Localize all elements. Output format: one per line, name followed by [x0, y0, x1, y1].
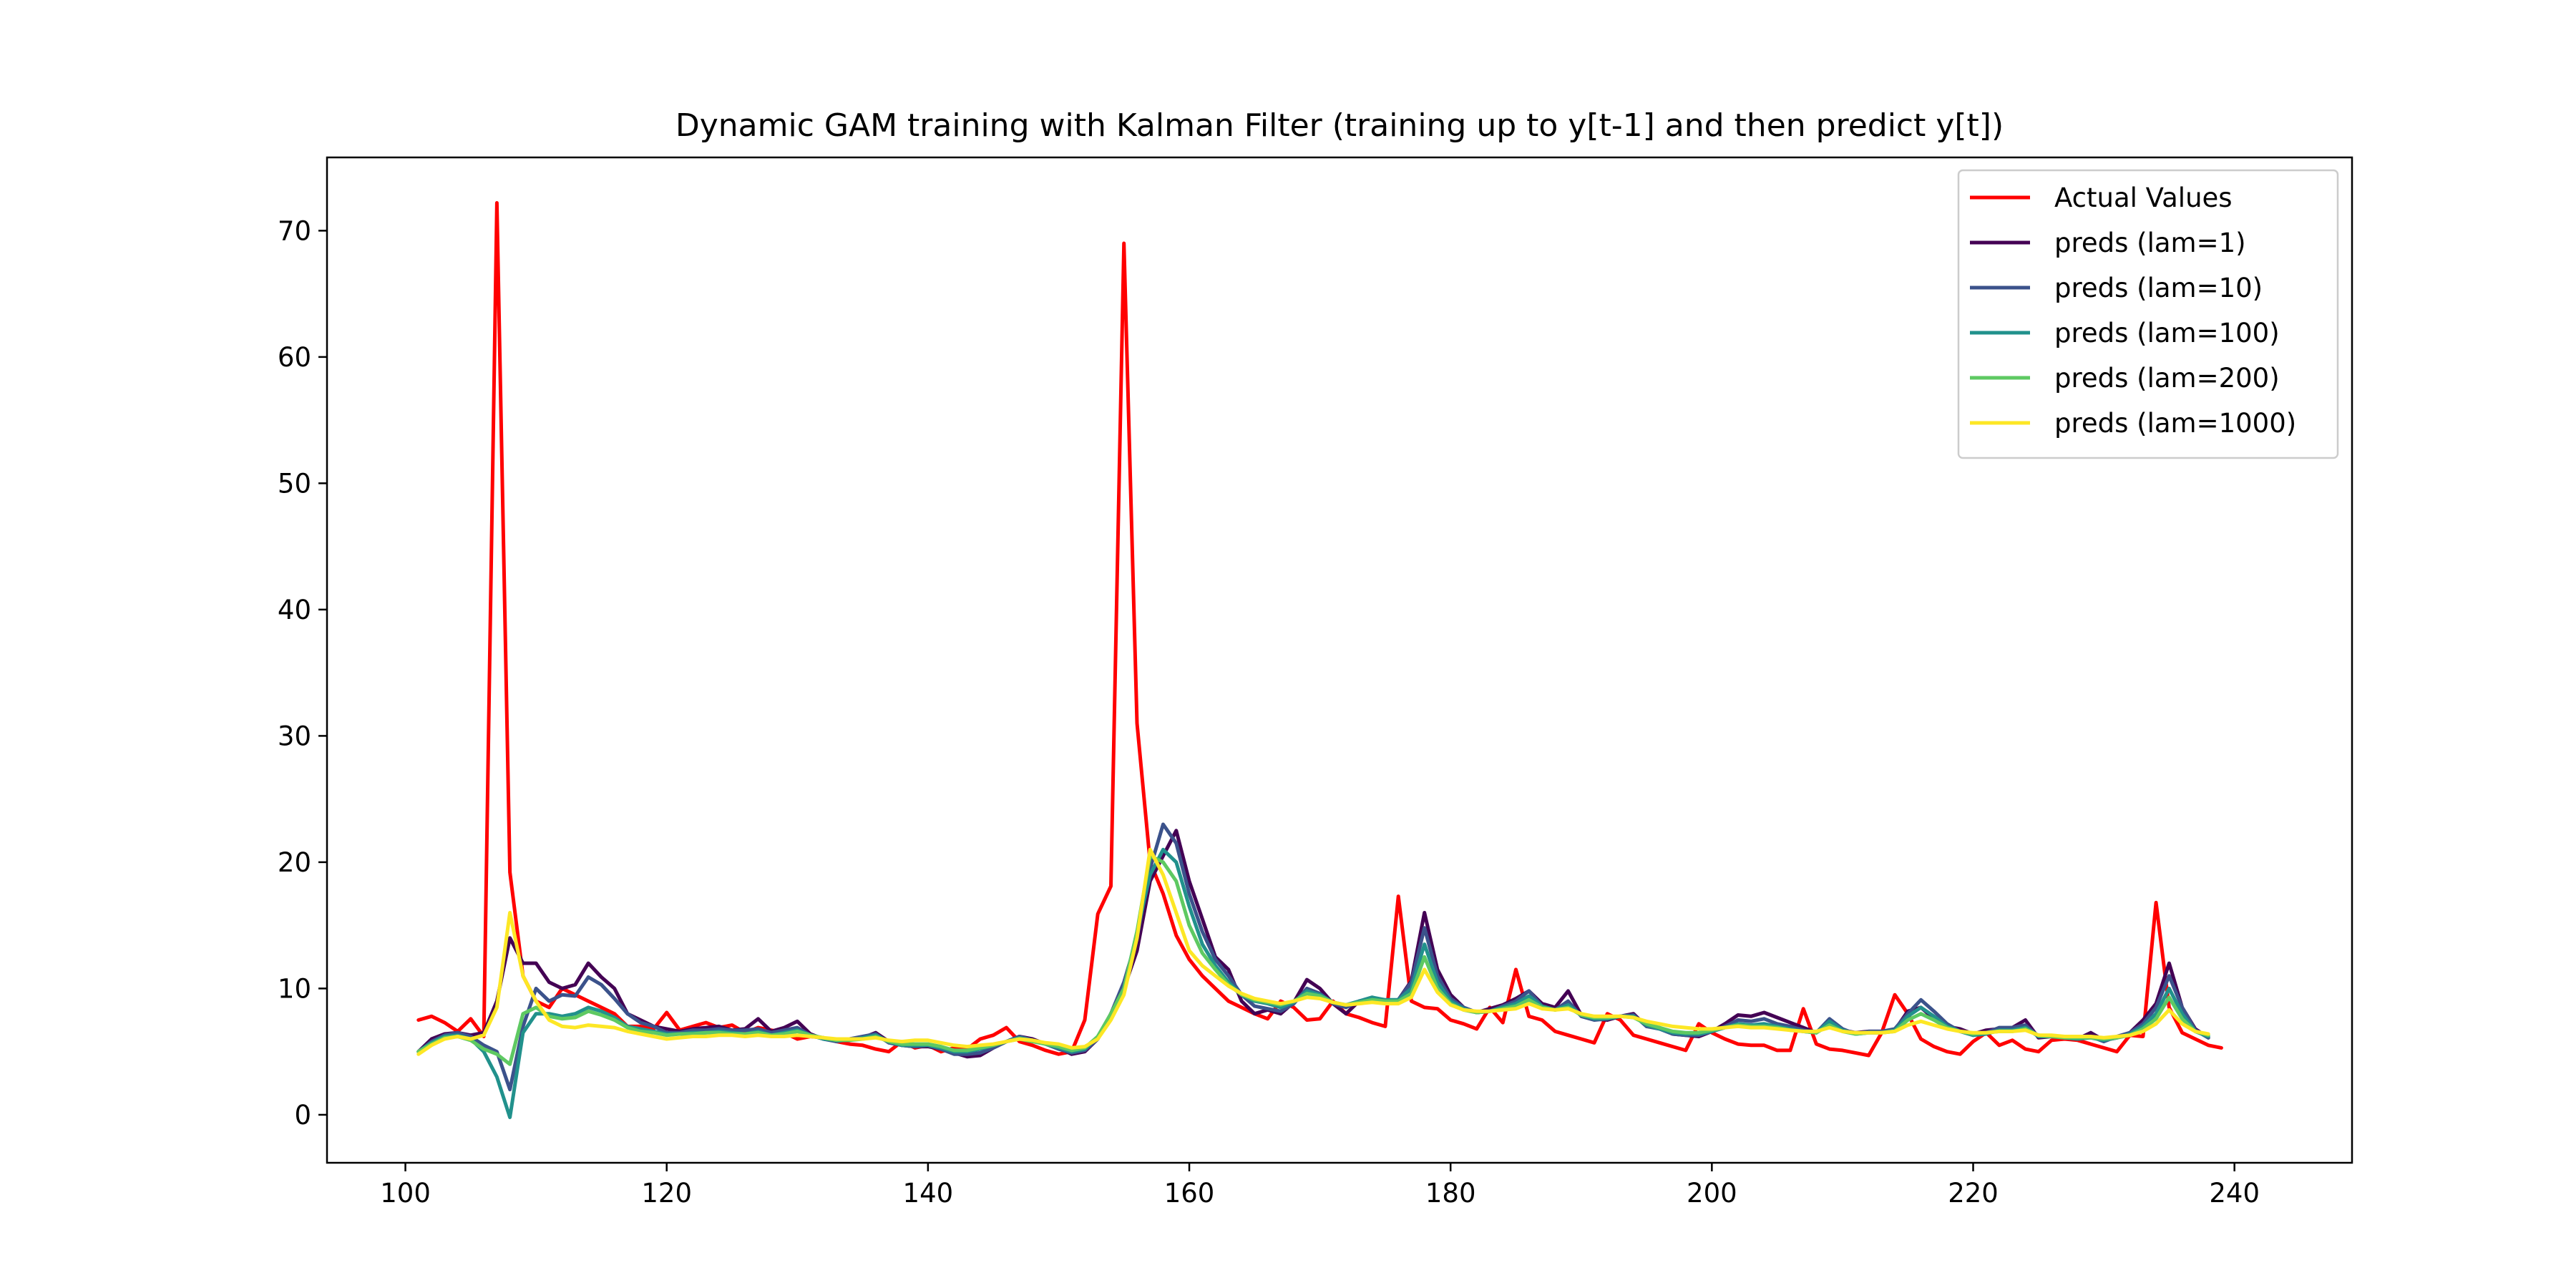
- axis-ticks: 100 120 140 160 180 200 220 240 0 10 20 30 40 50 60 70: [278, 215, 2260, 1209]
- x-tick-label: 220: [1948, 1178, 1999, 1209]
- x-tick-label: 120: [641, 1178, 692, 1209]
- y-tick-label: 10: [278, 973, 311, 1004]
- legend-label-actual-values: Actual Values: [2054, 182, 2233, 213]
- y-tick-label: 40: [278, 595, 311, 625]
- series-lines: [416, 201, 2223, 1119]
- chart-title: Dynamic GAM training with Kalman Filter …: [675, 107, 2004, 144]
- x-tick-label: 240: [2209, 1178, 2260, 1209]
- y-tick-label: 0: [294, 1100, 311, 1131]
- y-tick-label: 20: [278, 847, 311, 878]
- legend-label-preds-lam-1000: preds (lam=1000): [2054, 408, 2296, 439]
- legend-label-preds-lam-1: preds (lam=1): [2054, 228, 2246, 258]
- legend-box: [1957, 169, 2339, 459]
- x-tick-label: 140: [903, 1178, 954, 1209]
- y-tick-label: 30: [278, 721, 311, 751]
- legend: Actual Values preds (lam=1) preds (lam=10)…: [1957, 169, 2339, 459]
- x-tick-label: 180: [1425, 1178, 1476, 1209]
- x-tick-label: 160: [1164, 1178, 1215, 1209]
- series-line-preds-lam-200: [416, 854, 2210, 1066]
- legend-label-preds-lam-200: preds (lam=200): [2054, 363, 2280, 394]
- y-tick-label: 50: [278, 468, 311, 499]
- x-tick-label: 100: [380, 1178, 431, 1209]
- y-tick-label: 70: [278, 215, 311, 246]
- legend-label-preds-lam-10: preds (lam=10): [2054, 273, 2263, 303]
- series-line-preds-lam-1000: [416, 847, 2210, 1056]
- y-tick-label: 60: [278, 342, 311, 373]
- legend-label-preds-lam-100: preds (lam=100): [2054, 318, 2280, 348]
- x-tick-label: 200: [1687, 1178, 1737, 1209]
- plot-frame: [326, 156, 2353, 1164]
